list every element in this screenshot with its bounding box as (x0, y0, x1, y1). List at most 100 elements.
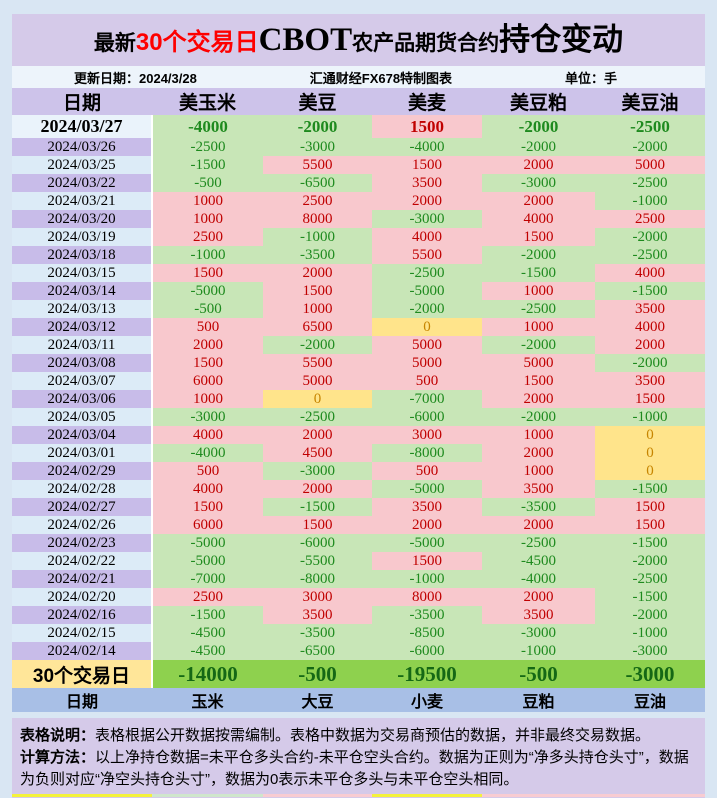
value-cell: 3500 (482, 480, 595, 498)
column-header: 美豆 (263, 88, 372, 115)
table-row: 2024/02/29 500 -3000 500 1000 0 (12, 462, 705, 480)
footer-column-header: 大豆 (263, 688, 372, 712)
date-cell: 2024/03/26 (12, 138, 153, 156)
summary-value: -19500 (372, 660, 482, 688)
value-cell: -1000 (595, 408, 705, 426)
title-part: 持仓变动 (499, 22, 624, 57)
value-cell: -5000 (372, 282, 482, 300)
value-cell: -6000 (372, 642, 482, 660)
calc-method-label: 计算方法： (20, 749, 96, 766)
value-cell: -1500 (595, 480, 705, 498)
value-cell: -1500 (152, 156, 263, 174)
value-cell: 500 (372, 372, 482, 390)
value-cell: -8000 (263, 570, 372, 588)
value-cell: -2500 (152, 138, 263, 156)
value-cell: 1500 (372, 115, 482, 138)
value-cell: 1000 (152, 192, 263, 210)
date-cell: 2024/03/12 (12, 318, 153, 336)
value-cell: 3500 (263, 606, 372, 624)
table-row: 2024/02/26 6000 1500 2000 2000 1500 (12, 516, 705, 534)
value-cell: 5000 (595, 156, 705, 174)
value-cell: 2500 (263, 192, 372, 210)
date-cell: 2024/02/16 (12, 606, 153, 624)
value-cell: -6500 (263, 642, 372, 660)
value-cell: -2000 (263, 336, 372, 354)
date-cell: 2024/02/20 (12, 588, 153, 606)
value-cell: -2500 (595, 115, 705, 138)
value-cell: 4000 (595, 318, 705, 336)
value-cell: 5000 (263, 372, 372, 390)
table-row: 2024/03/12 500 6500 0 1000 4000 (12, 318, 705, 336)
value-cell: 2000 (482, 588, 595, 606)
date-cell: 2024/03/25 (12, 156, 153, 174)
date-cell: 2024/03/19 (12, 228, 153, 246)
legend-segment-green (152, 794, 263, 797)
table-row: 2024/03/20 1000 8000 -3000 4000 2500 (12, 210, 705, 228)
value-cell: -2000 (482, 408, 595, 426)
footer-column-header: 小麦 (372, 688, 482, 712)
value-cell: -4500 (482, 552, 595, 570)
value-cell: 4000 (482, 210, 595, 228)
value-cell: -500 (152, 174, 263, 192)
value-cell: -1000 (482, 642, 595, 660)
table-row: 2024/03/26 -2500 -3000 -4000 -2000 -2000 (12, 138, 705, 156)
value-cell: 4000 (152, 426, 263, 444)
value-cell: -2000 (372, 300, 482, 318)
footer-column-header: 豆粕 (482, 688, 595, 712)
table-description: 表格说明：表格根据公开数据按需编制。表格中数据为交易商预估的数据，并非最终交易数… (20, 725, 697, 747)
value-cell: 2000 (482, 192, 595, 210)
date-cell: 2024/03/18 (12, 246, 153, 264)
calc-method-text: 以上净持仓数据=未平仓多头合约-未平仓空头合约。数据为正则为“净多头持仓头寸”，… (20, 749, 689, 788)
table-row: 2024/03/06 1000 0 -7000 2000 1500 (12, 390, 705, 408)
value-cell: -2000 (482, 336, 595, 354)
value-cell: -3000 (482, 624, 595, 642)
value-cell: -2500 (263, 408, 372, 426)
value-cell: 1000 (263, 300, 372, 318)
title-part: 农产品期货合约 (352, 32, 500, 55)
value-cell: 1500 (263, 282, 372, 300)
footer-column-header: 玉米 (152, 688, 263, 712)
value-cell: -4000 (152, 115, 263, 138)
date-cell: 2024/03/01 (12, 444, 153, 462)
value-cell: 1000 (482, 462, 595, 480)
positions-table: 日期 美玉米 美豆 美麦 美豆粕 美豆油 2024/03/27 -4000 -2000 1500… (12, 88, 705, 712)
value-cell: 4000 (595, 264, 705, 282)
value-cell: 5500 (372, 246, 482, 264)
value-cell: -7000 (372, 390, 482, 408)
column-header: 美豆粕 (482, 88, 595, 115)
table-row: 2024/02/23 -5000 -6000 -5000 -2500 -1500 (12, 534, 705, 552)
date-cell: 2024/03/15 (12, 264, 153, 282)
value-cell: -3000 (152, 408, 263, 426)
summary-value: -500 (482, 660, 595, 688)
date-cell: 2024/02/27 (12, 498, 153, 516)
value-cell: -2000 (263, 115, 372, 138)
date-cell: 2024/03/14 (12, 282, 153, 300)
date-cell: 2024/02/22 (12, 552, 153, 570)
value-cell: -7000 (152, 570, 263, 588)
value-cell: 6000 (152, 516, 263, 534)
value-cell: 5000 (482, 354, 595, 372)
summary-value: -500 (263, 660, 372, 688)
value-cell: 0 (595, 462, 705, 480)
table-row: 2024/03/21 1000 2500 2000 2000 -1000 (12, 192, 705, 210)
value-cell: 3000 (372, 426, 482, 444)
date-cell: 2024/03/22 (12, 174, 153, 192)
value-cell: -2000 (595, 354, 705, 372)
value-cell: -2000 (595, 606, 705, 624)
value-cell: 2500 (595, 210, 705, 228)
value-cell: 4000 (152, 480, 263, 498)
value-cell: 0 (263, 390, 372, 408)
value-cell: -4000 (152, 444, 263, 462)
summary-row: 30个交易日 -14000 -500 -19500 -500 -3000 (12, 660, 705, 688)
footer-header-row: 日期 玉米 大豆 小麦 豆粕 豆油 (12, 688, 705, 712)
footer-column-header: 日期 (12, 688, 152, 712)
value-cell: -1000 (263, 228, 372, 246)
value-cell: 2000 (482, 156, 595, 174)
value-cell: -500 (152, 300, 263, 318)
legend-segment-pink (482, 794, 705, 797)
summary-value: -3000 (595, 660, 705, 688)
value-cell: -5000 (152, 534, 263, 552)
value-cell: -2500 (372, 264, 482, 282)
page-title: 最新 30个交易日 CBOT 农产品期货合约 持仓变动 (12, 14, 705, 66)
value-cell: 1500 (152, 498, 263, 516)
